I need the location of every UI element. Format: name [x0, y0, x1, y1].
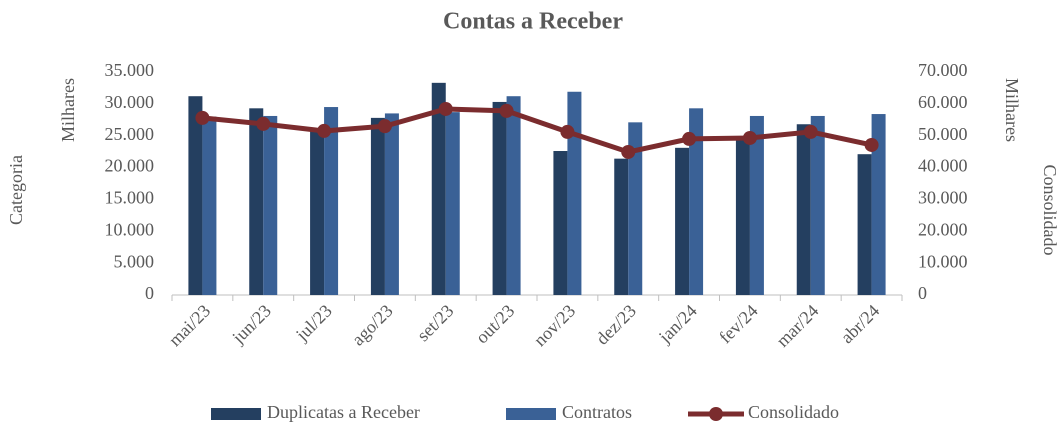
- y-axis-outer-title: Categoria: [6, 155, 26, 225]
- line-marker: [377, 119, 392, 134]
- line-marker: [864, 137, 879, 152]
- bar: [370, 117, 385, 295]
- y2-tick-label: 50.000: [918, 124, 968, 144]
- y2-tick-label: 40.000: [918, 156, 968, 176]
- bar: [628, 122, 643, 295]
- bar: [324, 107, 339, 296]
- bar: [810, 115, 825, 295]
- y-tick-label: 10.000: [105, 219, 155, 239]
- bar: [431, 82, 446, 296]
- bar: [553, 151, 568, 295]
- line-marker: [317, 123, 332, 138]
- y2-axis-outer-title: Consolidado: [1040, 164, 1060, 255]
- line: [202, 106, 873, 155]
- bar: [675, 147, 690, 295]
- legend-label: Consolidado: [748, 402, 839, 422]
- bar: [445, 112, 460, 295]
- bar: [506, 96, 521, 295]
- x-tick-label: jan/24: [654, 301, 701, 348]
- bar: [310, 131, 325, 295]
- line-marker: [803, 124, 818, 139]
- bar: [384, 113, 399, 296]
- bar: [202, 116, 217, 295]
- bar: [749, 115, 764, 295]
- bar: [614, 158, 629, 295]
- x-tick-label: fev/24: [715, 301, 762, 348]
- y-tick-label: 15.000: [105, 188, 155, 208]
- bar: [857, 154, 872, 295]
- bar: [871, 114, 886, 296]
- bar: [796, 124, 811, 295]
- bar: [735, 138, 750, 295]
- y2-tick-label: 20.000: [918, 219, 968, 239]
- line-marker: [195, 110, 210, 125]
- bar: [188, 96, 203, 295]
- legend-label: Duplicatas a Receber: [267, 402, 420, 422]
- x-tick-label: out/23: [472, 301, 519, 348]
- y-tick-label: 5.000: [114, 251, 155, 271]
- y-axis-title: Milhares: [58, 78, 78, 142]
- x-tick-label: jul/23: [291, 301, 336, 346]
- line-marker: [438, 101, 453, 116]
- x-tick-label: set/23: [413, 301, 458, 346]
- y-tick-label: 20.000: [105, 156, 155, 176]
- bar: [567, 91, 582, 295]
- y2-tick-label: 0: [918, 283, 927, 303]
- y-tick-label: 0: [145, 283, 154, 303]
- y2-tick-label: 30.000: [918, 188, 968, 208]
- y2-tick-label: 70.000: [918, 60, 968, 80]
- y-tick-label: 35.000: [105, 60, 155, 80]
- x-tick-label: mar/24: [772, 301, 822, 351]
- legend-swatch: [211, 408, 261, 420]
- x-tick-label: jun/23: [228, 301, 275, 348]
- x-tick-label: abr/24: [837, 301, 884, 348]
- bar: [263, 115, 278, 295]
- bar: [689, 108, 704, 296]
- x-tick-label: mai/23: [165, 301, 214, 350]
- y-tick-label: 30.000: [105, 92, 155, 112]
- bar: [492, 101, 507, 296]
- y2-tick-label: 10.000: [918, 251, 968, 271]
- y2-tick-label: 60.000: [918, 92, 968, 112]
- line-marker: [560, 124, 575, 139]
- x-tick-label: ago/23: [348, 301, 397, 350]
- line-marker: [256, 116, 271, 131]
- legend-swatch-marker: [709, 407, 723, 421]
- y2-axis-title: Milhares: [1002, 78, 1022, 142]
- line-marker: [621, 144, 636, 159]
- line-marker: [682, 131, 697, 146]
- x-tick-label: nov/23: [530, 301, 580, 351]
- x-tick-label: dez/23: [592, 301, 640, 349]
- legend-swatch: [506, 408, 556, 420]
- y-tick-label: 25.000: [105, 124, 155, 144]
- chart-title: Contas a Receber: [443, 9, 623, 35]
- line-marker: [499, 103, 514, 118]
- legend-label: Contratos: [562, 402, 632, 422]
- line-marker: [742, 130, 757, 145]
- bar: [249, 108, 264, 296]
